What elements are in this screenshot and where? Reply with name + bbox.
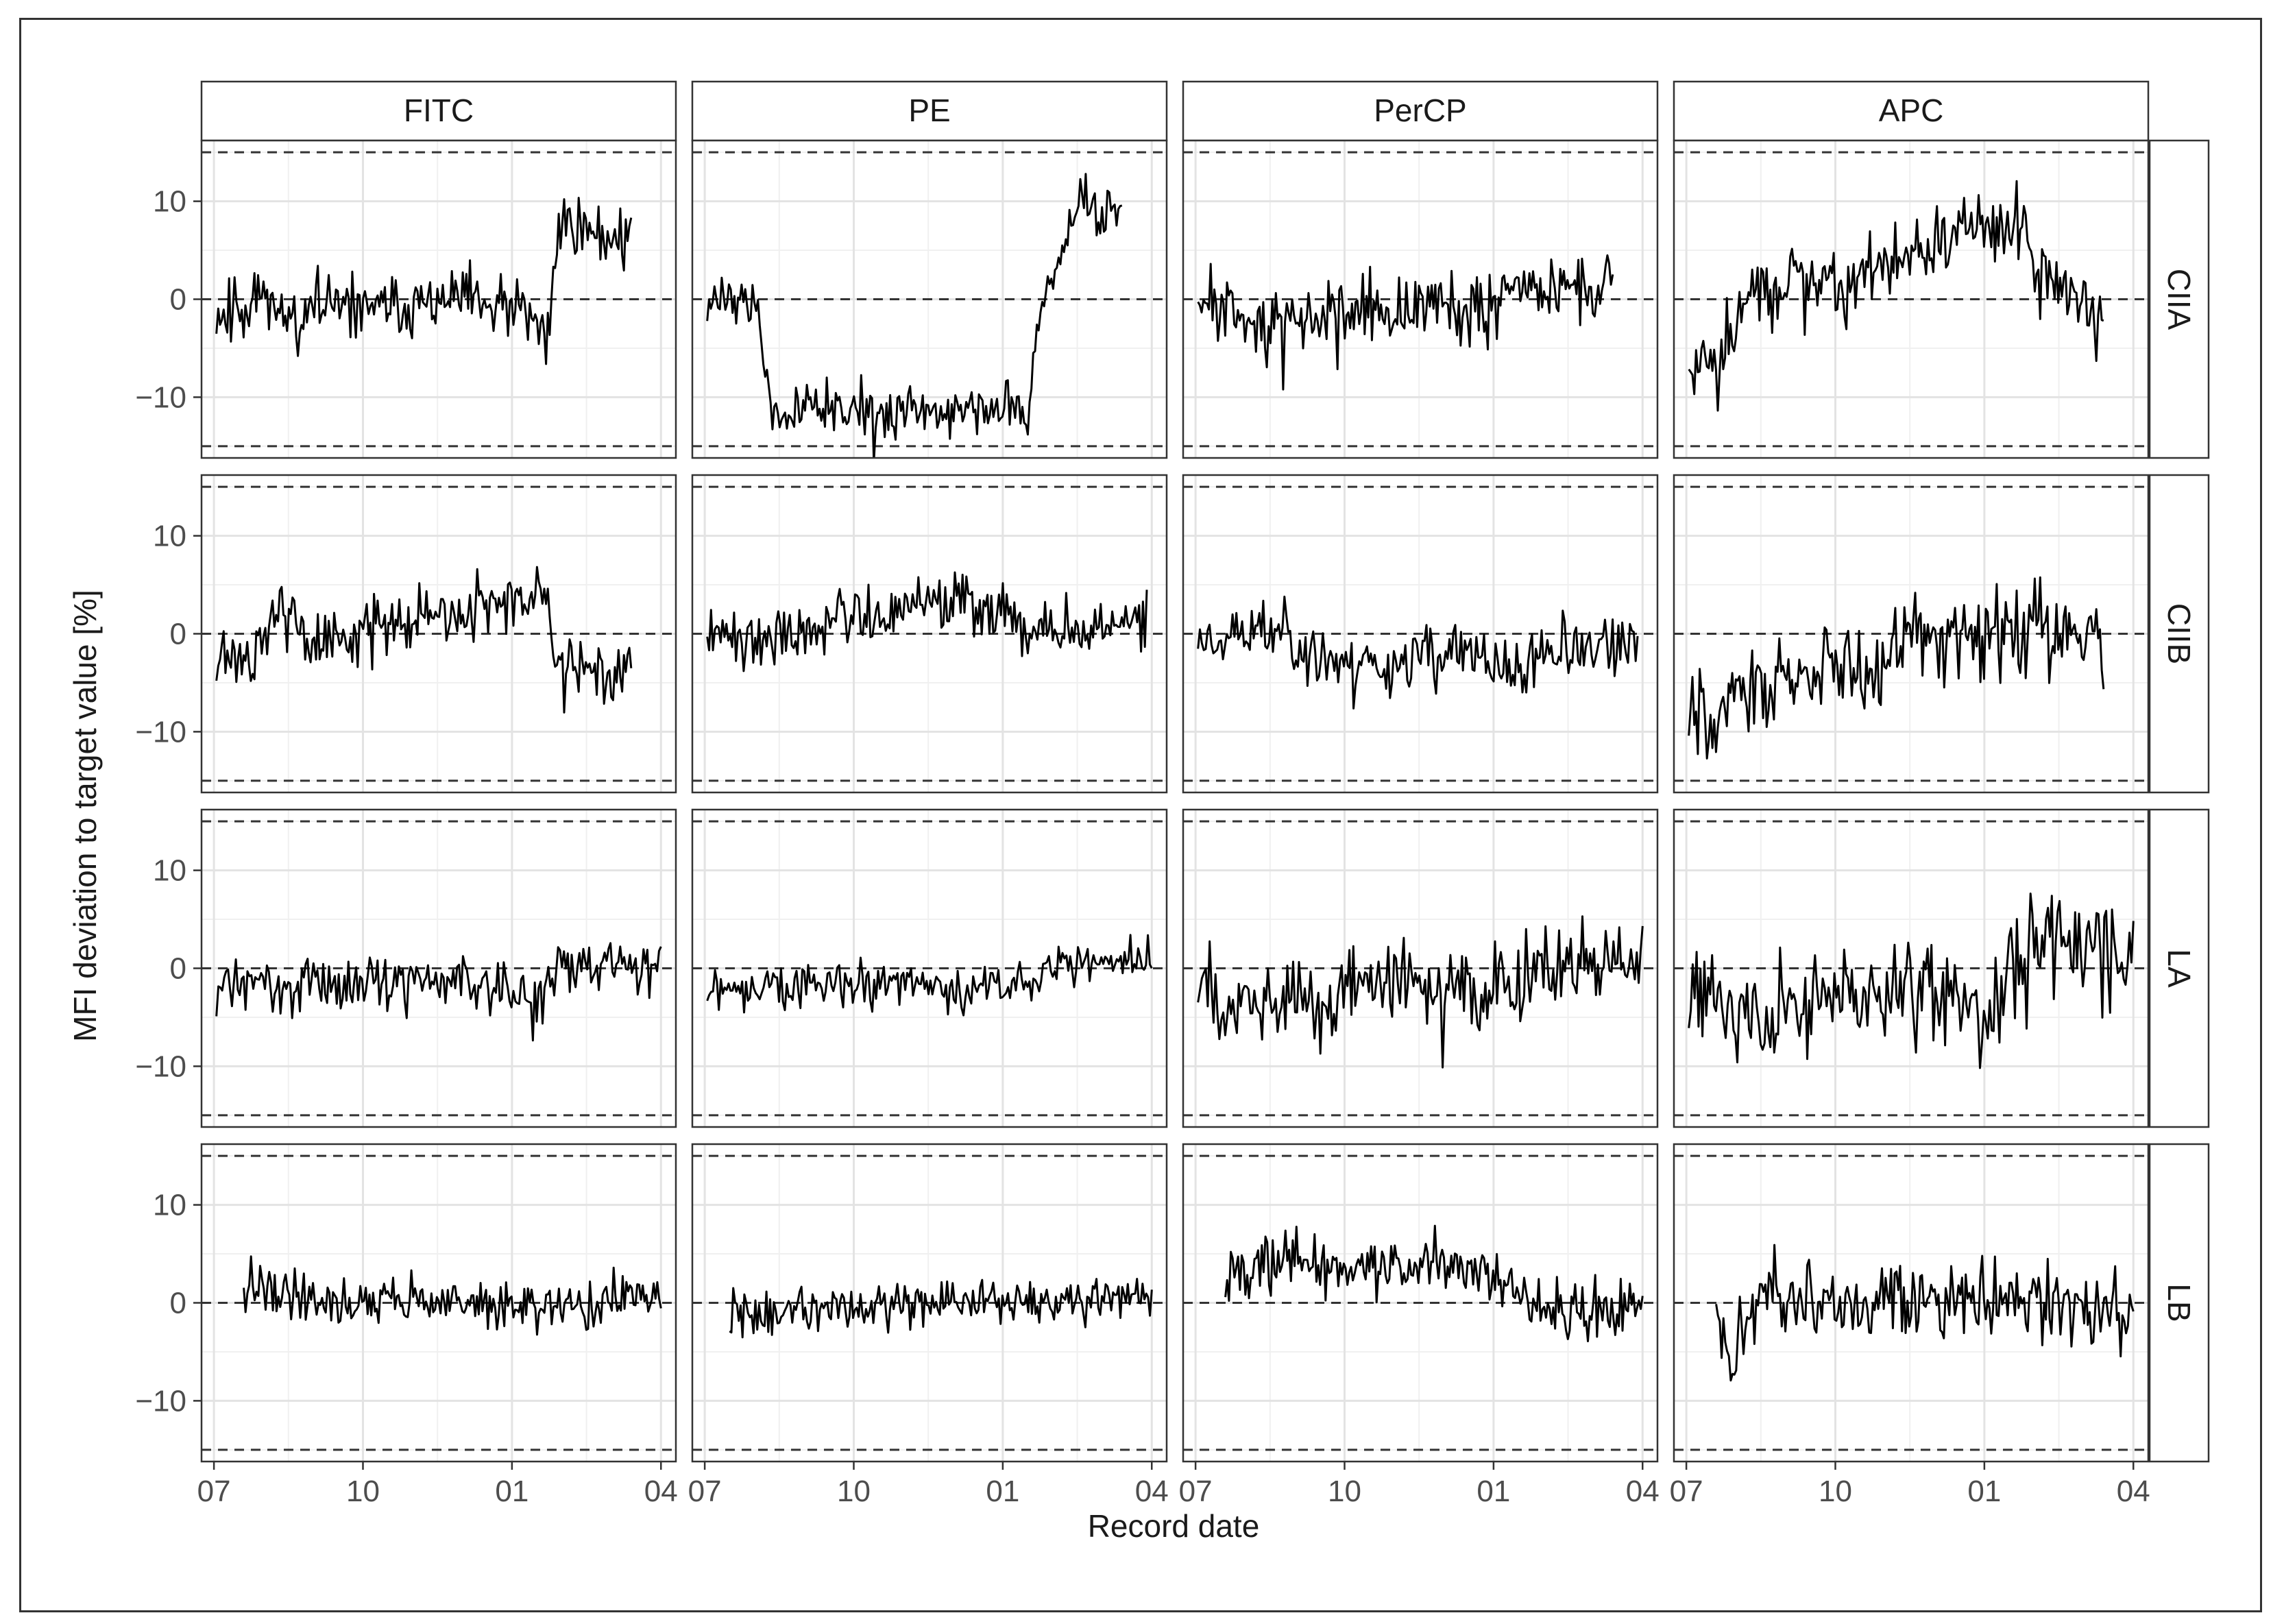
y-tick-label: −10 <box>135 380 186 414</box>
series-line <box>706 173 1123 458</box>
row-strip <box>2148 139 2210 459</box>
series-line <box>1688 180 2104 412</box>
row-strip-label: CIIB <box>2161 603 2197 664</box>
x-tick-label: 07 <box>1670 1475 1703 1508</box>
panel <box>1182 139 1659 459</box>
panel <box>1673 139 2150 459</box>
y-tick-label: 10 <box>153 185 186 219</box>
series-line <box>215 942 662 1042</box>
panel <box>200 474 677 794</box>
x-tick-label: 01 <box>495 1475 529 1508</box>
panel <box>200 139 677 459</box>
x-tick-label: 10 <box>1819 1475 1852 1508</box>
column-strip-label: PerCP <box>1374 93 1466 128</box>
panel-border <box>1182 474 1659 794</box>
x-tick-label: 07 <box>197 1475 231 1508</box>
panel <box>1673 808 2150 1128</box>
y-tick-label: 0 <box>170 283 186 317</box>
y-tick-label: 10 <box>153 854 186 888</box>
y-tick-label: 10 <box>153 1189 186 1222</box>
panel-border <box>1673 808 2150 1128</box>
series-line <box>1197 915 1644 1069</box>
x-tick-label: 04 <box>1626 1475 1660 1508</box>
panel <box>1182 1143 1659 1463</box>
panel <box>691 808 1168 1128</box>
panel <box>200 1143 677 1463</box>
y-tick-label: 0 <box>170 618 186 651</box>
panel <box>691 1143 1168 1463</box>
panel <box>1182 808 1659 1128</box>
panel <box>1673 474 2150 794</box>
row-strip-label: CIIA <box>2161 269 2197 330</box>
panel-border <box>1182 139 1659 459</box>
x-tick-label: 04 <box>1135 1475 1169 1508</box>
series-line <box>243 1255 662 1336</box>
x-tick-label: 10 <box>1328 1475 1361 1508</box>
panel <box>1673 1143 2150 1463</box>
x-tick-label: 01 <box>986 1475 1019 1508</box>
y-tick-label: −10 <box>135 1384 186 1418</box>
column-strip-label: APC <box>1879 93 1944 128</box>
series-line <box>706 571 1148 672</box>
series-line <box>1688 576 2105 760</box>
row-strip-label: LB <box>2161 1283 2197 1322</box>
y-tick-label: −10 <box>135 715 186 749</box>
panel-border <box>691 139 1168 459</box>
series-line <box>1688 893 2135 1069</box>
x-tick-label: 07 <box>688 1475 722 1508</box>
x-tick-label: 04 <box>644 1475 678 1508</box>
figure-border <box>19 18 2262 1612</box>
column-strip <box>1673 80 2150 142</box>
row-strip-label: LA <box>2161 949 2197 988</box>
x-tick-label: 10 <box>837 1475 871 1508</box>
series-line <box>1224 1224 1644 1342</box>
row-strip <box>2148 474 2210 794</box>
column-strip-label: FITC <box>404 93 474 128</box>
column-strips: FITC PE PerCP APC <box>200 80 2150 142</box>
y-tick-label: 10 <box>153 520 186 553</box>
panel <box>691 139 1168 459</box>
panels <box>200 139 2150 1463</box>
x-tick-label: 01 <box>1967 1475 2001 1508</box>
series-line <box>215 197 633 365</box>
panel <box>1182 474 1659 794</box>
row-strips: CIIA CIIB LA LB <box>2148 139 2210 1463</box>
y-tick-label: 0 <box>170 1287 186 1320</box>
series-line <box>1197 595 1639 710</box>
panel-border <box>1182 808 1659 1128</box>
panel-border <box>1673 1143 2150 1463</box>
panel-border <box>691 1143 1168 1463</box>
panel-border <box>1182 1143 1659 1463</box>
y-tick-label: −10 <box>135 1050 186 1083</box>
series-line <box>1197 254 1614 391</box>
x-axis-label: Record date <box>1088 1508 1260 1544</box>
series-line <box>1715 1244 2135 1382</box>
x-axes: 07 10 01 04 07 10 01 04 07 10 01 04 07 10 01 04 <box>197 1462 2150 1508</box>
panel-border <box>691 474 1168 794</box>
panel-border <box>691 808 1168 1128</box>
column-strip-label: PE <box>908 93 950 128</box>
row-strip <box>2148 808 2210 1128</box>
y-tick-label: 0 <box>170 952 186 986</box>
series-line <box>706 934 1153 1017</box>
y-axes: 10 0 −10 10 0 −10 10 0 −10 10 0 −10 <box>135 185 202 1418</box>
x-tick-label: 01 <box>1477 1475 1510 1508</box>
panel-border <box>1673 139 2150 459</box>
x-tick-label: 04 <box>2117 1475 2150 1508</box>
y-axis-label: MFI deviation to target value [%] <box>67 590 103 1042</box>
panel <box>200 808 677 1128</box>
series-line <box>215 566 633 714</box>
x-tick-label: 07 <box>1179 1475 1213 1508</box>
panel <box>691 474 1168 794</box>
column-strip <box>1182 80 1659 142</box>
row-strip <box>2148 1143 2210 1463</box>
x-tick-label: 10 <box>346 1475 380 1508</box>
series-line <box>729 1278 1153 1339</box>
panel-border <box>1673 474 2150 794</box>
column-strip <box>691 80 1168 142</box>
